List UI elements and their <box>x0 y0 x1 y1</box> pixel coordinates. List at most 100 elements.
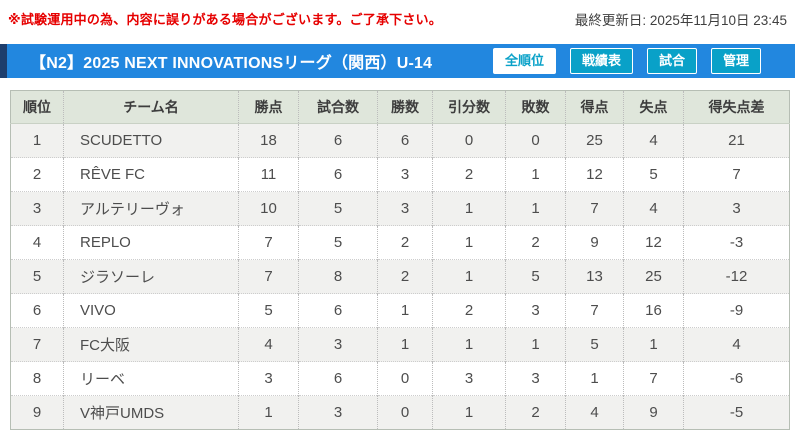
table-row: 9 V神戸UMDS 1 3 0 1 2 4 9 -5 <box>10 395 790 430</box>
cell-wins: 1 <box>377 327 433 362</box>
table-row: 8 リーベ 3 6 0 3 3 1 7 -6 <box>10 361 790 396</box>
cell-team: SCUDETTO <box>63 123 239 158</box>
table-row: 4 REPLO 7 5 2 1 2 9 12 -3 <box>10 225 790 260</box>
league-title: 【N2】2025 NEXT INNOVATIONSリーグ（関西）U-14 <box>30 55 433 72</box>
col-header-draws: 引分数 <box>432 90 506 124</box>
table-row: 2 RÊVE FC 11 6 3 2 1 12 5 7 <box>10 157 790 192</box>
cell-goals-against: 16 <box>623 293 684 328</box>
cell-points: 7 <box>238 225 299 260</box>
cell-goals-for: 12 <box>565 157 624 192</box>
tab-all-rankings[interactable]: 全順位 <box>492 47 556 75</box>
cell-draws: 0 <box>432 123 506 158</box>
cell-played: 6 <box>298 157 378 192</box>
cell-rank: 4 <box>10 225 64 260</box>
cell-goal-diff: -12 <box>683 259 790 294</box>
cell-wins: 3 <box>377 157 433 192</box>
cell-points: 4 <box>238 327 299 362</box>
cell-points: 18 <box>238 123 299 158</box>
cell-points: 1 <box>238 395 299 430</box>
cell-draws: 2 <box>432 293 506 328</box>
cell-goal-diff: 4 <box>683 327 790 362</box>
col-header-goal-diff: 得失点差 <box>683 90 790 124</box>
cell-rank: 9 <box>10 395 64 430</box>
cell-rank: 5 <box>10 259 64 294</box>
table-row: 5 ジラソーレ 7 8 2 1 5 13 25 -12 <box>10 259 790 294</box>
cell-draws: 3 <box>432 361 506 396</box>
top-bar: ※試験運用中の為、内容に誤りがある場合がございます。ご了承下さい。 最終更新日:… <box>0 0 795 44</box>
cell-losses: 3 <box>505 293 566 328</box>
col-header-goals-against: 失点 <box>623 90 684 124</box>
cell-wins: 2 <box>377 259 433 294</box>
cell-losses: 2 <box>505 395 566 430</box>
cell-points: 7 <box>238 259 299 294</box>
cell-wins: 0 <box>377 361 433 396</box>
trial-notice-text: ※試験運用中の為、内容に誤りがある場合がございます。ご了承下さい。 <box>8 12 442 27</box>
cell-points: 5 <box>238 293 299 328</box>
col-header-played: 試合数 <box>298 90 378 124</box>
cell-team: ジラソーレ <box>63 259 239 294</box>
cell-played: 3 <box>298 395 378 430</box>
cell-losses: 0 <box>505 123 566 158</box>
cell-team: リーベ <box>63 361 239 396</box>
accent-strip <box>0 44 7 78</box>
standings-table: 順位 チーム名 勝点 試合数 勝数 引分数 敗数 得点 失点 得失点差 1 SCU… <box>10 90 790 430</box>
cell-wins: 6 <box>377 123 433 158</box>
cell-team: アルテリーヴォ <box>63 191 239 226</box>
table-row: 7 FC大阪 4 3 1 1 1 5 1 4 <box>10 327 790 362</box>
cell-wins: 2 <box>377 225 433 260</box>
col-header-rank: 順位 <box>10 90 64 124</box>
cell-played: 8 <box>298 259 378 294</box>
cell-goal-diff: -5 <box>683 395 790 430</box>
col-header-losses: 敗数 <box>505 90 566 124</box>
tab-results-grid[interactable]: 戦績表 <box>569 47 633 75</box>
cell-team: RÊVE FC <box>63 157 239 192</box>
cell-points: 11 <box>238 157 299 192</box>
table-row: 6 VIVO 5 6 1 2 3 7 16 -9 <box>10 293 790 328</box>
cell-rank: 3 <box>10 191 64 226</box>
cell-goals-against: 4 <box>623 191 684 226</box>
cell-goals-against: 9 <box>623 395 684 430</box>
league-header-bar: 【N2】2025 NEXT INNOVATIONSリーグ（関西）U-14 全順位… <box>0 44 795 78</box>
col-header-points: 勝点 <box>238 90 299 124</box>
cell-team: REPLO <box>63 225 239 260</box>
cell-played: 5 <box>298 191 378 226</box>
cell-goals-against: 7 <box>623 361 684 396</box>
cell-losses: 1 <box>505 157 566 192</box>
cell-goal-diff: 21 <box>683 123 790 158</box>
cell-goal-diff: 3 <box>683 191 790 226</box>
col-header-goals-for: 得点 <box>565 90 624 124</box>
cell-played: 5 <box>298 225 378 260</box>
cell-played: 6 <box>298 293 378 328</box>
table-row: 3 アルテリーヴォ 10 5 3 1 1 7 4 3 <box>10 191 790 226</box>
tab-matches[interactable]: 試合 <box>646 47 697 75</box>
cell-goals-against: 25 <box>623 259 684 294</box>
cell-team: FC大阪 <box>63 327 239 362</box>
cell-rank: 6 <box>10 293 64 328</box>
cell-draws: 1 <box>432 259 506 294</box>
cell-losses: 2 <box>505 225 566 260</box>
cell-draws: 1 <box>432 225 506 260</box>
cell-goal-diff: -6 <box>683 361 790 396</box>
last-updated-text: 最終更新日: 2025年11月10日 23:45 <box>574 13 787 28</box>
cell-rank: 8 <box>10 361 64 396</box>
cell-rank: 1 <box>10 123 64 158</box>
cell-losses: 3 <box>505 361 566 396</box>
cell-draws: 1 <box>432 327 506 362</box>
table-row: 1 SCUDETTO 18 6 6 0 0 25 4 21 <box>10 123 790 158</box>
standings-body: 1 SCUDETTO 18 6 6 0 0 25 4 21 2 RÊVE FC 11 6 3 2 1 12 5 7 3 ア… <box>10 123 790 430</box>
cell-goals-for: 5 <box>565 327 624 362</box>
cell-goals-against: 12 <box>623 225 684 260</box>
cell-played: 3 <box>298 327 378 362</box>
col-header-team: チーム名 <box>63 90 239 124</box>
tab-admin[interactable]: 管理 <box>710 47 761 75</box>
cell-goal-diff: -3 <box>683 225 790 260</box>
cell-points: 3 <box>238 361 299 396</box>
cell-losses: 5 <box>505 259 566 294</box>
cell-team: V神戸UMDS <box>63 395 239 430</box>
cell-goals-for: 25 <box>565 123 624 158</box>
cell-draws: 1 <box>432 395 506 430</box>
cell-losses: 1 <box>505 191 566 226</box>
cell-wins: 0 <box>377 395 433 430</box>
cell-played: 6 <box>298 361 378 396</box>
cell-goals-against: 1 <box>623 327 684 362</box>
